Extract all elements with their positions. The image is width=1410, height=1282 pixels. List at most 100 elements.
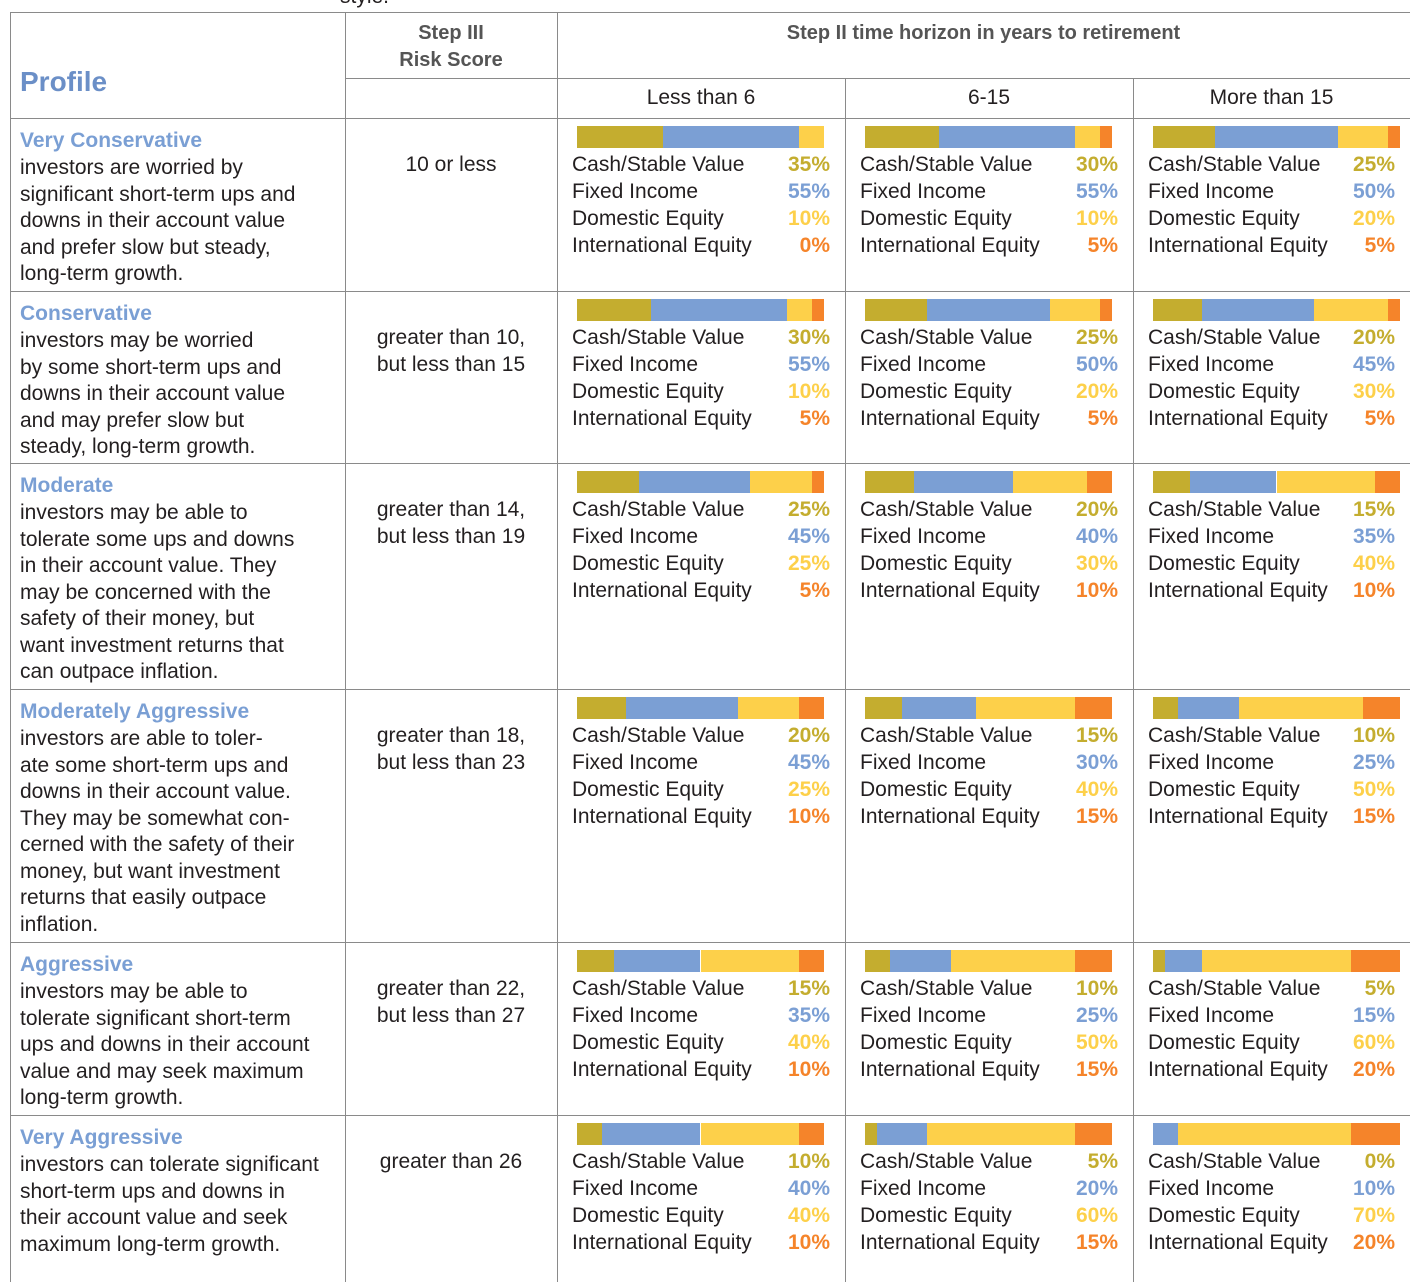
profile-description: They may be somewhat con- xyxy=(20,806,290,830)
fragment-text: style. xyxy=(340,0,389,10)
asset-class-label: Fixed Income xyxy=(572,1177,699,1200)
allocation-bar-segment xyxy=(799,1123,824,1145)
allocation-bar-segment xyxy=(951,950,1075,972)
risk-score: greater than 26 xyxy=(379,1150,523,1173)
allocation-percent: 5% xyxy=(799,579,830,602)
allocation-bar-segment xyxy=(749,471,812,493)
asset-class-label: Cash/Stable Value xyxy=(860,498,1033,521)
profile-description: money, but want investment xyxy=(20,859,280,883)
asset-class-label: Domestic Equity xyxy=(1148,380,1300,403)
allocation-bar-segment xyxy=(1177,1123,1351,1145)
asset-class-label: Domestic Equity xyxy=(1148,1204,1300,1227)
allocation-bar-segment xyxy=(865,697,903,719)
allocation-bar-segment xyxy=(865,471,915,493)
allocation-bar-segment xyxy=(577,950,615,972)
allocation-percent: 25% xyxy=(787,552,830,575)
allocation-bar-segment xyxy=(799,950,824,972)
allocation-bar-segment xyxy=(737,697,800,719)
asset-class-label: International Equity xyxy=(860,407,1040,430)
allocation-bar-segment xyxy=(577,1123,602,1145)
asset-class-label: Domestic Equity xyxy=(1148,1031,1300,1054)
asset-class-label: Fixed Income xyxy=(860,353,987,376)
allocation-bar-segment xyxy=(638,471,750,493)
profile-description: returns that easily outpace xyxy=(20,886,267,909)
asset-class-label: Cash/Stable Value xyxy=(1148,977,1321,1000)
allocation-percent: 20% xyxy=(1352,326,1395,349)
risk-header: Step III xyxy=(418,22,484,44)
allocation-bar-segment xyxy=(700,950,800,972)
allocation-percent: 40% xyxy=(787,1204,830,1227)
asset-class-label: Cash/Stable Value xyxy=(572,498,745,521)
allocation-percent: 5% xyxy=(1364,234,1395,257)
allocation-percent: 20% xyxy=(1075,498,1118,521)
profile-description: tolerate significant short-term xyxy=(20,1006,291,1030)
profile-description: investors may be worried xyxy=(20,329,254,352)
allocation-bar-segment xyxy=(1099,299,1112,321)
allocation-percent: 25% xyxy=(787,778,830,801)
allocation-percent: 70% xyxy=(1352,1204,1395,1227)
asset-class-label: Cash/Stable Value xyxy=(1148,498,1321,521)
allocation-percent: 30% xyxy=(1352,380,1395,403)
allocation-bar-segment xyxy=(614,950,701,972)
allocation-percent: 50% xyxy=(1352,778,1395,801)
asset-class-label: Cash/Stable Value xyxy=(860,1150,1033,1173)
allocation-bar-segment xyxy=(902,697,977,719)
asset-class-label: Fixed Income xyxy=(860,525,987,548)
allocation-percent: 20% xyxy=(787,724,830,747)
allocation-percent: 25% xyxy=(1352,751,1395,774)
allocation-percent: 60% xyxy=(1075,1204,1118,1227)
asset-class-label: Domestic Equity xyxy=(1148,778,1300,801)
asset-class-label: Cash/Stable Value xyxy=(572,326,745,349)
allocation-bar-segment xyxy=(939,126,1075,148)
allocation-bar-segment xyxy=(1350,1123,1400,1145)
allocation-bar-segment xyxy=(1153,697,1178,719)
asset-class-label: Fixed Income xyxy=(572,1004,699,1027)
asset-class-label: Fixed Income xyxy=(572,180,699,203)
asset-class-label: Fixed Income xyxy=(572,353,699,376)
allocation-bar-segment xyxy=(1350,950,1400,972)
profile-description: tolerate some ups and downs xyxy=(20,527,295,551)
allocation-percent: 25% xyxy=(1075,1004,1118,1027)
allocation-percent: 20% xyxy=(1352,207,1395,230)
allocation-percent: 5% xyxy=(1087,1150,1118,1173)
asset-class-label: Domestic Equity xyxy=(1148,552,1300,575)
allocation-percent: 35% xyxy=(787,153,830,176)
allocation-percent: 15% xyxy=(1352,498,1395,521)
asset-class-label: Cash/Stable Value xyxy=(572,153,745,176)
profile-description: ups and downs in their account xyxy=(20,1033,310,1056)
risk-score: greater than 10, xyxy=(376,326,526,349)
profile-description: maximum long-term growth. xyxy=(20,1232,281,1256)
allocation-bar-segment xyxy=(865,950,890,972)
allocation-percent: 0% xyxy=(1364,1150,1395,1173)
asset-class-label: Fixed Income xyxy=(1148,751,1275,774)
allocation-percent: 15% xyxy=(787,977,830,1000)
asset-class-label: Domestic Equity xyxy=(860,380,1012,403)
allocation-percent: 45% xyxy=(787,751,830,774)
allocation-percent: 10% xyxy=(787,207,830,230)
allocation-percent: 30% xyxy=(1075,552,1118,575)
allocation-percent: 5% xyxy=(1364,977,1395,1000)
profile-description: in their account value. They xyxy=(20,554,277,577)
allocation-bar-segment xyxy=(1099,126,1112,148)
asset-class-label: Fixed Income xyxy=(860,1004,987,1027)
allocation-percent: 10% xyxy=(787,380,830,403)
profile-description: safety of their money, but xyxy=(20,607,255,630)
allocation-bar-segment xyxy=(1153,299,1203,321)
allocation-bar-segment xyxy=(1202,299,1314,321)
allocation-percent: 15% xyxy=(1352,805,1395,828)
border-line xyxy=(557,12,558,1282)
allocation-bar-segment xyxy=(1013,471,1088,493)
border-line xyxy=(10,463,1410,464)
allocation-bar-segment xyxy=(663,126,800,148)
asset-class-label: International Equity xyxy=(572,805,752,828)
profile-description: investors can tolerate significant xyxy=(20,1153,319,1176)
profile-description: significant short-term ups and xyxy=(20,182,296,206)
horizon-header: Step II time horizon in years to retirem… xyxy=(786,22,1181,44)
allocation-bar-segment xyxy=(626,697,738,719)
border-line xyxy=(10,12,1410,13)
allocation-bar-segment xyxy=(1276,471,1376,493)
allocation-bar-segment xyxy=(1202,950,1351,972)
asset-class-label: Domestic Equity xyxy=(860,1204,1012,1227)
asset-class-label: Domestic Equity xyxy=(860,778,1012,801)
risk-score: but less than 19 xyxy=(376,525,526,548)
